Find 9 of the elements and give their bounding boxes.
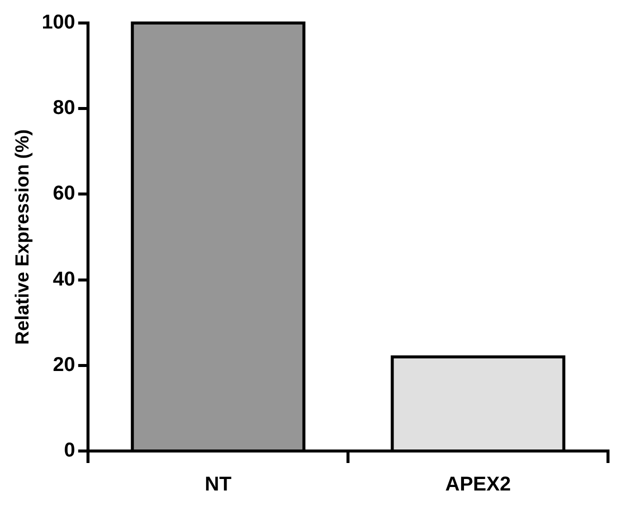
- y-tick-label: 100: [42, 12, 76, 34]
- y-tick-label: 20: [52, 354, 76, 376]
- y-tick-label: 40: [52, 268, 76, 290]
- y-tick-label: 60: [52, 182, 76, 205]
- y-tick-label: 0: [64, 440, 76, 462]
- x-tick-label: APEX2: [445, 474, 511, 496]
- y-tick-label: 80: [52, 97, 76, 120]
- x-tick-label: NT: [204, 474, 232, 496]
- y-axis-title: Relative Expression (%): [12, 129, 34, 345]
